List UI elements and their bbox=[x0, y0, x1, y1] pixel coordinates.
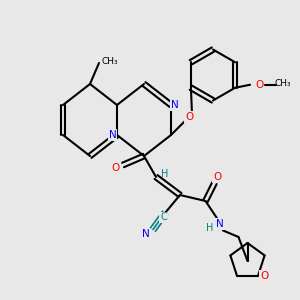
Text: N: N bbox=[109, 130, 116, 140]
Text: N: N bbox=[171, 100, 178, 110]
Text: CH₃: CH₃ bbox=[101, 57, 118, 66]
Text: CH₃: CH₃ bbox=[275, 79, 291, 88]
Text: H: H bbox=[161, 169, 169, 179]
Text: O: O bbox=[260, 271, 268, 281]
Text: N: N bbox=[142, 229, 149, 239]
Text: O: O bbox=[255, 80, 263, 90]
Text: O: O bbox=[111, 163, 120, 173]
Text: N: N bbox=[216, 219, 224, 230]
Text: O: O bbox=[185, 112, 193, 122]
Text: O: O bbox=[213, 172, 222, 182]
Text: H: H bbox=[206, 223, 214, 233]
Text: C: C bbox=[160, 212, 167, 223]
